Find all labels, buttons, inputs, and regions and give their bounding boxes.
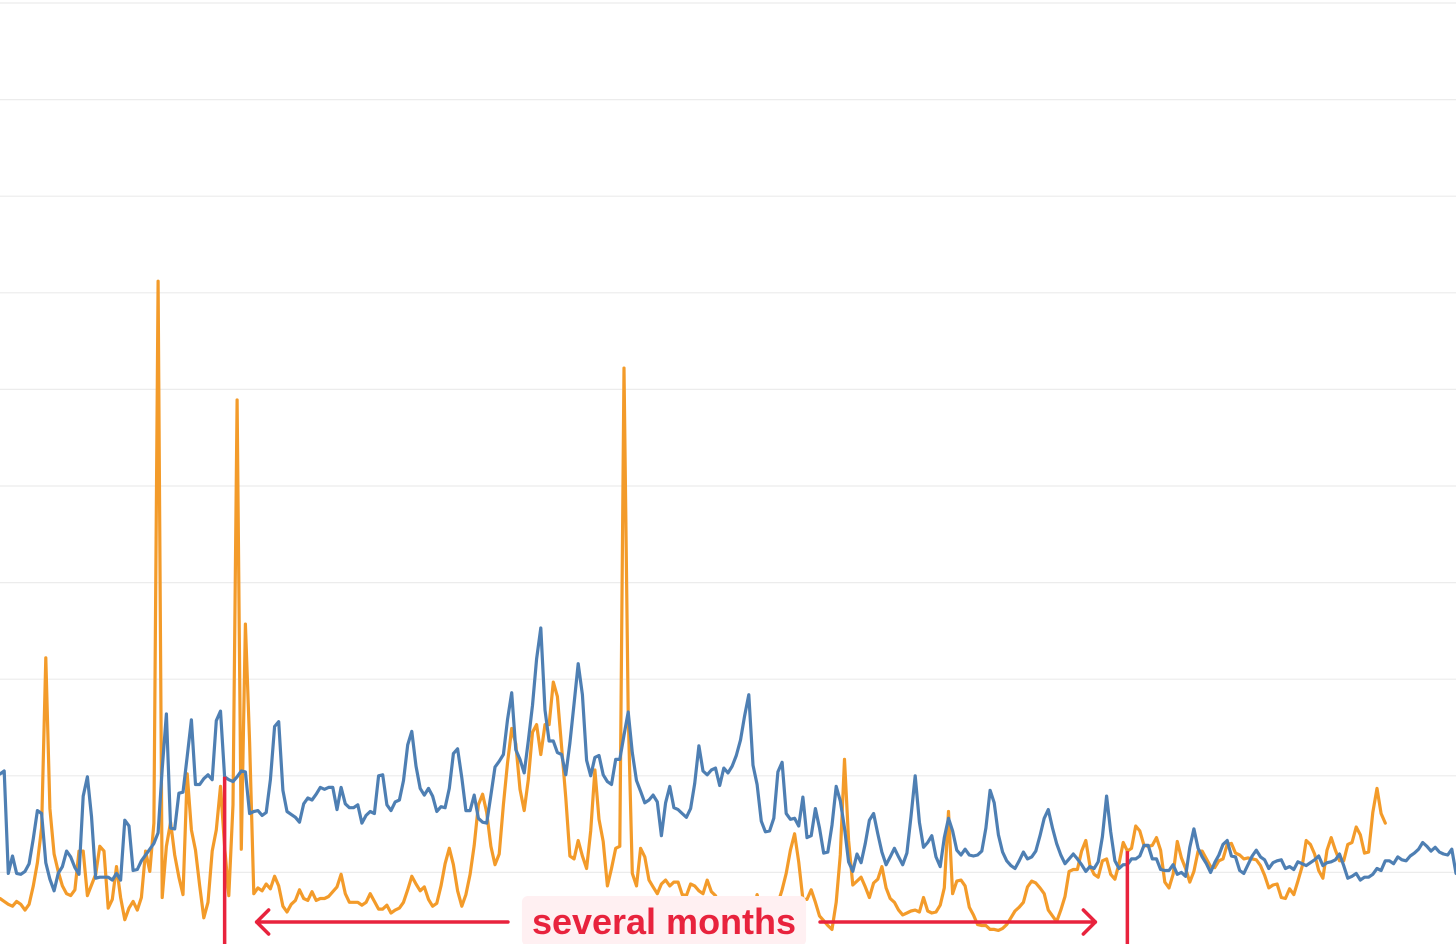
period-annotation: several months <box>222 776 1130 944</box>
grid-lines <box>0 2 1456 874</box>
annotation-label: several months <box>532 901 796 942</box>
blue-series-line <box>0 626 1456 893</box>
series-lines <box>0 279 1456 933</box>
orange-series-line <box>0 279 1387 933</box>
annotation-label-background <box>521 896 807 944</box>
